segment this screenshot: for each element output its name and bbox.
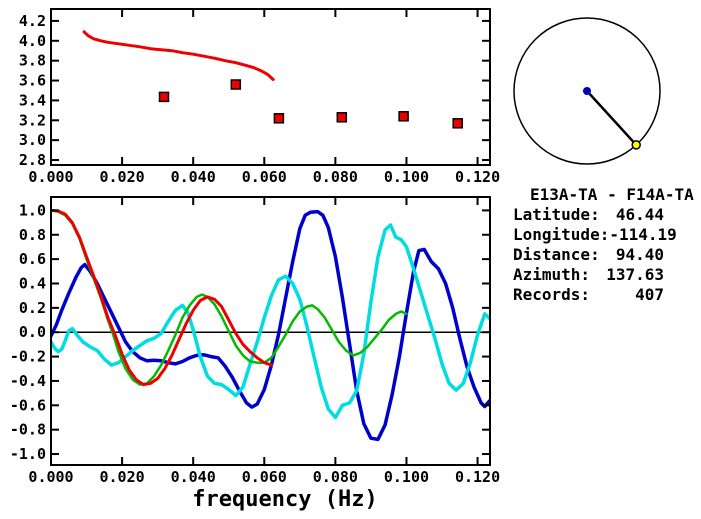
y-tick-label: 0.0 [19, 323, 46, 341]
distance-label: Distance: [513, 245, 600, 264]
frequency-axis-label: frequency (Hz) [192, 487, 377, 512]
y-tick-label: 4.0 [19, 32, 46, 50]
info-row-latitude: Latitude: 46.44 [513, 205, 664, 225]
y-tick-label: 1.0 [19, 201, 46, 219]
y-tick-label: 3.2 [19, 111, 46, 129]
info-row-azimuth: Azimuth: 137.63 [513, 265, 664, 285]
x-tick-label: 0.080 [313, 168, 358, 186]
dispersion-picks-marker [230, 79, 242, 90]
dispersion-picks-marker [452, 118, 463, 129]
dispersion-plot: 0.000 0.020 0.040 0.060 0.080 0.100 0.120 2.8 3.… [19, 8, 500, 186]
x-tick-label: 0.120 [455, 468, 500, 486]
azimuth-value: 137.63 [606, 265, 664, 284]
station-b-dot [631, 140, 641, 150]
y-tick-label: 3.8 [19, 52, 46, 70]
cyan-trace [51, 223, 490, 420]
y-tick-label: 3.6 [19, 72, 46, 90]
info-row-records: Records: 407 [513, 285, 664, 305]
station-pair-info-panel: E13A-TA - F14A-TA Latitude: 46.44 Longit… [513, 185, 694, 305]
dispersion-series [82, 30, 463, 129]
azimuth-label: Azimuth: [513, 265, 591, 284]
y-tick-label: 0.2 [19, 299, 46, 317]
x-tick-label: 0.060 [242, 168, 287, 186]
records-value: 407 [635, 285, 664, 304]
longitude-label: Longitude: [513, 225, 610, 244]
x-tick-label: 0.020 [100, 168, 145, 186]
x-tick-label: 0.020 [100, 468, 145, 486]
station-pair-title: E13A-TA - F14A-TA [530, 185, 694, 204]
x-tick-label: 0.080 [313, 468, 358, 486]
cross-correlation-plot: 0.000 0.020 0.040 0.060 0.080 0.100 0.120 -1.0 -… [10, 196, 500, 486]
distance-value: 94.40 [615, 245, 664, 264]
x-tick-label: 0.100 [384, 168, 429, 186]
dispersion-frame [50, 8, 491, 166]
latitude-value: 46.44 [615, 205, 664, 224]
dispersion-picks-marker [398, 111, 409, 122]
dispersion-picks-marker [273, 113, 285, 124]
azimuth-line [586, 90, 638, 146]
info-row-longitude: Longitude: -114.19 [513, 225, 677, 245]
cross-correlation-frame [50, 196, 491, 466]
records-label: Records: [513, 285, 591, 304]
cross-correlation-ticks: 0.000 0.020 0.040 0.060 0.080 0.100 0.120 -1.0 -… [10, 197, 500, 486]
longitude-value: -114.19 [609, 225, 677, 244]
y-tick-label: 2.8 [19, 151, 46, 169]
dispersion-picks-marker [158, 91, 170, 103]
x-tick-label: 0.000 [28, 468, 73, 486]
y-tick-label: 3.0 [19, 131, 46, 149]
x-tick-label: 0.040 [171, 468, 216, 486]
y-tick-label: 0.6 [19, 250, 46, 268]
dispersion-ticks: 0.000 0.020 0.040 0.060 0.080 0.100 0.120 2.8 3.… [19, 9, 500, 186]
y-tick-label: -1.0 [10, 445, 46, 463]
y-tick-label: 3.4 [19, 91, 46, 109]
station-a-dot [583, 87, 591, 95]
azimuth-diagram [513, 17, 661, 165]
reference-dispersion-curve [82, 30, 275, 81]
azimuth-circle [513, 17, 661, 165]
x-tick-label: 0.100 [384, 468, 429, 486]
dispersion-picks-marker [336, 112, 348, 123]
y-tick-label: -0.4 [10, 372, 46, 390]
latitude-label: Latitude: [513, 205, 600, 224]
cross-correlation-series [51, 208, 490, 442]
y-tick-label: 0.4 [19, 274, 46, 292]
x-tick-label: 0.040 [171, 168, 216, 186]
info-row-distance: Distance: 94.40 [513, 245, 664, 265]
red-trace [51, 208, 273, 387]
y-tick-label: 0.8 [19, 226, 46, 244]
y-tick-label: -0.8 [10, 421, 46, 439]
blue-trace [51, 209, 490, 442]
y-tick-label: 4.2 [19, 12, 46, 30]
x-tick-label: 0.060 [242, 468, 287, 486]
x-tick-label: 0.000 [28, 168, 73, 186]
y-tick-label: -0.2 [10, 348, 46, 366]
y-tick-label: -0.6 [10, 396, 46, 414]
x-tick-label: 0.120 [455, 168, 500, 186]
